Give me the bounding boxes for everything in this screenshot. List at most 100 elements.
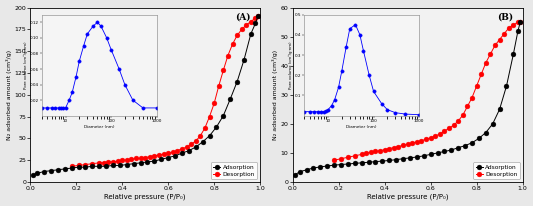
Adsorption — [421, 154, 427, 157]
Y-axis label: N₂ adsorbed amount (cm³/g): N₂ adsorbed amount (cm³/g) — [5, 50, 12, 140]
Adsorption — [352, 162, 358, 165]
Adsorption — [55, 169, 61, 171]
Adsorption — [252, 22, 259, 25]
Adsorption — [124, 163, 130, 166]
Text: (A): (A) — [236, 13, 251, 22]
Desorption — [147, 156, 153, 158]
Desorption — [432, 135, 439, 137]
Desorption — [188, 143, 195, 146]
Legend: Adsorption, Desorption: Adsorption, Desorption — [473, 162, 520, 179]
Desorption — [363, 152, 369, 154]
Adsorption — [48, 169, 54, 172]
Desorption — [515, 21, 521, 23]
Adsorption — [379, 160, 385, 162]
Adsorption — [68, 167, 75, 169]
Desorption — [225, 54, 231, 57]
Desorption — [395, 145, 402, 148]
Adsorption — [434, 152, 441, 154]
Desorption — [501, 33, 507, 35]
Adsorption — [455, 146, 462, 149]
Desorption — [119, 159, 125, 162]
Desorption — [469, 96, 475, 99]
Desorption — [368, 151, 374, 154]
Line: Adsorption: Adsorption — [30, 14, 260, 177]
Adsorption — [220, 115, 227, 117]
Adsorption — [227, 98, 233, 100]
Desorption — [138, 157, 144, 160]
Desorption — [418, 139, 425, 142]
Desorption — [352, 154, 358, 157]
Desorption — [510, 24, 516, 26]
Desorption — [338, 158, 344, 160]
Desorption — [234, 34, 240, 37]
Desorption — [464, 105, 471, 108]
Desorption — [455, 120, 462, 122]
X-axis label: Relative pressure (P/P₀): Relative pressure (P/P₀) — [367, 194, 448, 200]
Adsorption — [317, 166, 324, 168]
Desorption — [386, 147, 392, 150]
Desorption — [169, 151, 176, 154]
Desorption — [192, 140, 199, 142]
Desorption — [473, 85, 480, 87]
Desorption — [437, 133, 443, 135]
Adsorption — [366, 161, 372, 164]
Adsorption — [199, 141, 206, 143]
Adsorption — [110, 164, 116, 167]
Desorption — [151, 154, 158, 157]
Desorption — [450, 124, 457, 126]
Adsorption — [393, 158, 399, 161]
Adsorption — [400, 158, 406, 160]
Desorption — [179, 148, 185, 150]
Desorption — [331, 159, 337, 162]
Desorption — [197, 135, 204, 137]
Desorption — [517, 21, 523, 23]
Adsorption — [34, 172, 41, 174]
Desorption — [238, 28, 245, 31]
Adsorption — [338, 163, 344, 166]
Desorption — [459, 114, 466, 116]
Adsorption — [234, 81, 240, 83]
Desorption — [382, 149, 388, 151]
Desorption — [446, 127, 452, 129]
Desorption — [492, 44, 498, 47]
Desorption — [82, 163, 88, 166]
Adsorption — [41, 170, 47, 173]
Desorption — [409, 142, 415, 144]
Legend: Adsorption, Desorption: Adsorption, Desorption — [211, 162, 257, 179]
Adsorption — [206, 135, 213, 137]
Adsorption — [386, 159, 392, 162]
Desorption — [255, 15, 261, 18]
Desorption — [248, 20, 254, 23]
Adsorption — [296, 171, 303, 173]
Desorption — [423, 138, 429, 140]
Adsorption — [469, 142, 475, 144]
Desorption — [201, 127, 208, 129]
Adsorption — [255, 15, 261, 18]
Desorption — [405, 143, 411, 145]
Desorption — [487, 53, 494, 55]
Desorption — [105, 161, 111, 163]
Adsorption — [213, 126, 220, 128]
Adsorption — [482, 131, 489, 134]
Desorption — [220, 69, 227, 72]
Adsorption — [475, 137, 482, 140]
Adsorption — [331, 164, 337, 166]
Adsorption — [96, 165, 102, 167]
Desorption — [345, 156, 351, 159]
Adsorption — [441, 150, 448, 153]
Adsorption — [151, 160, 158, 162]
Desorption — [478, 73, 484, 76]
Desorption — [206, 115, 213, 118]
Desorption — [506, 27, 512, 29]
Adsorption — [138, 162, 144, 164]
Adsorption — [144, 161, 151, 163]
Desorption — [68, 165, 75, 167]
Desorption — [115, 160, 121, 162]
Desorption — [414, 141, 420, 143]
Desorption — [89, 163, 95, 165]
Adsorption — [172, 154, 178, 157]
Adsorption — [407, 157, 413, 159]
Y-axis label: N₂ adsorbed amount (cm³/g): N₂ adsorbed amount (cm³/g) — [272, 50, 278, 140]
Desorption — [124, 159, 130, 162]
Desorption — [400, 144, 406, 147]
